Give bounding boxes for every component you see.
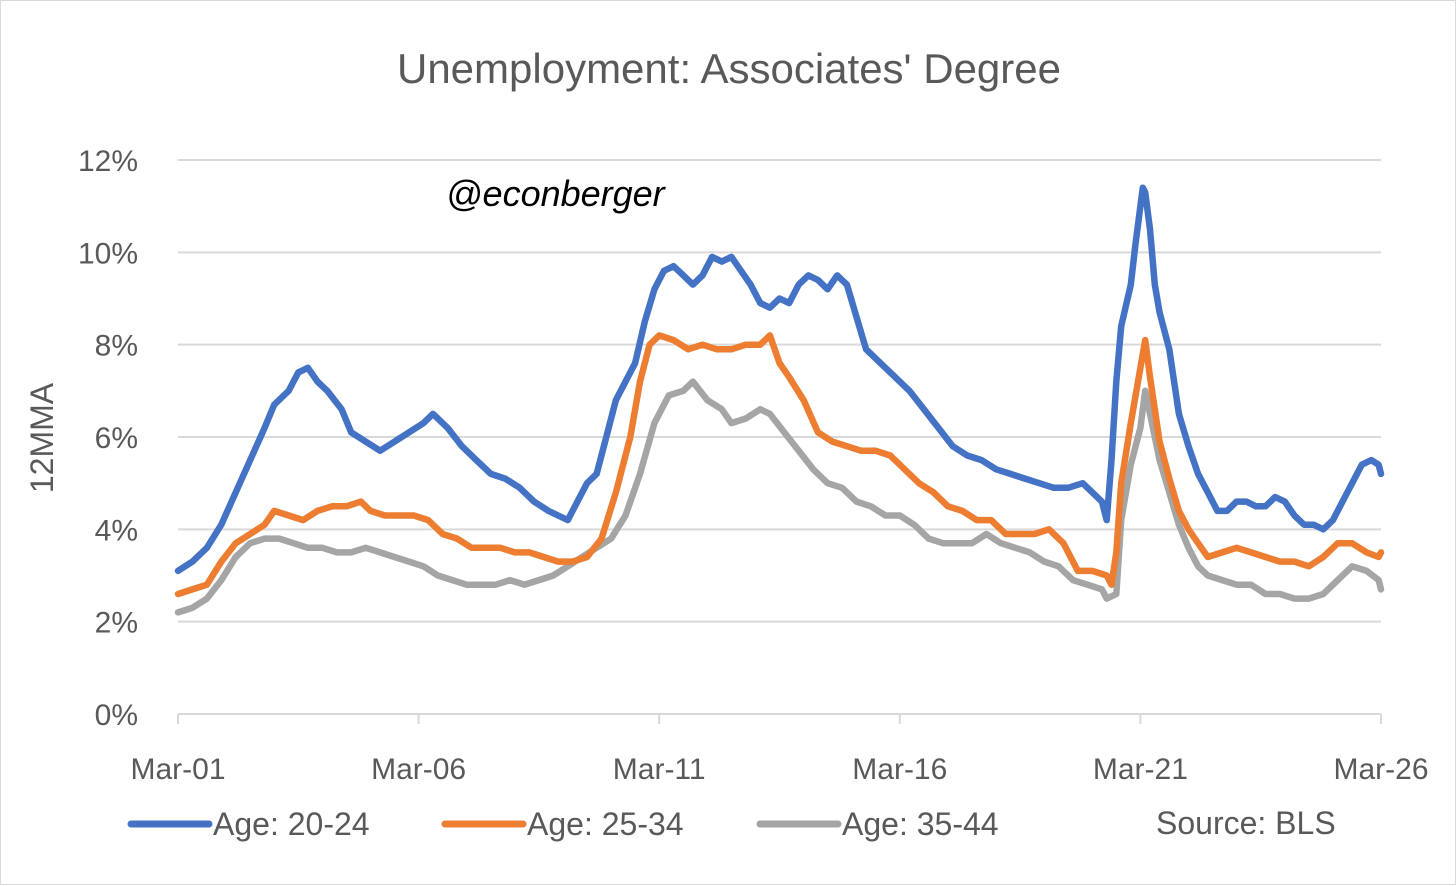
source-note: Source: BLS <box>1156 805 1336 841</box>
y-tick-labels: 0% 2% 4% 6% 8% 10% 12% <box>78 145 138 732</box>
x-tick-labels: Mar-01 Mar-06 Mar-11 Mar-16 Mar-21 Mar-26 <box>130 714 1429 786</box>
y-tick-label: 8% <box>95 330 138 363</box>
x-tick-label: Mar-11 <box>613 753 706 786</box>
x-tick-label: Mar-01 <box>130 753 225 786</box>
series-lines <box>174 184 1385 616</box>
series-line-20-24 <box>174 184 1385 575</box>
y-tick-label: 6% <box>95 422 138 455</box>
watermark-label: @econberger <box>446 173 667 214</box>
legend: Age: 20-24 Age: 25-34 Age: 35-44 <box>127 806 999 842</box>
y-tick-label: 12% <box>78 145 138 178</box>
legend-label-20-24: Age: 20-24 <box>213 806 370 842</box>
x-tick-label: Mar-26 <box>1333 753 1428 786</box>
series-line-25-34 <box>174 332 1385 598</box>
legend-label-35-44: Age: 35-44 <box>842 806 999 842</box>
series-line-35-44 <box>174 378 1385 616</box>
x-tick-label: Mar-16 <box>852 753 947 786</box>
y-tick-label: 10% <box>78 237 138 270</box>
legend-label-25-34: Age: 25-34 <box>527 806 684 842</box>
gridlines <box>178 159 1381 715</box>
x-tick-label: Mar-21 <box>1093 753 1188 786</box>
chart-title: Unemployment: Associates' Degree <box>397 45 1061 92</box>
y-tick-label: 0% <box>95 699 138 732</box>
y-tick-label: 4% <box>95 514 138 547</box>
y-axis-label: 12MMA <box>24 382 60 493</box>
y-tick-label: 2% <box>95 607 138 640</box>
x-tick-label: Mar-06 <box>371 753 466 786</box>
